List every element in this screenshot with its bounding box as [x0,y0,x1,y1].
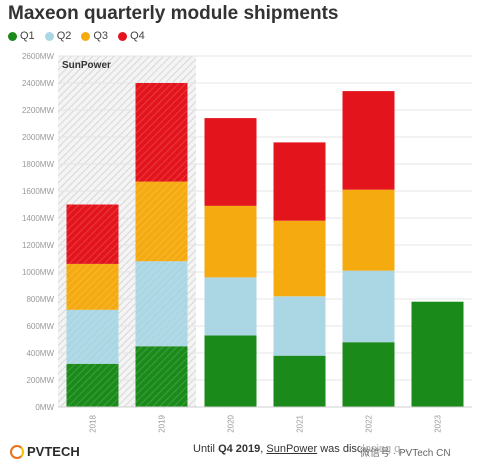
pvtech-logo: PVTECH [10,444,80,459]
footer-note-sep: , [260,443,267,455]
sunpower-region-label: SunPower [62,60,111,71]
bar-hatch-overlay [66,204,119,264]
legend-label: Q1 [20,30,35,42]
x-tick-label: 2022 [365,414,374,432]
bar-hatch-overlay [135,83,188,182]
bar-hatch-overlay [135,261,188,347]
bar-2021-q4 [273,142,326,221]
bar-2021-q3 [273,220,326,297]
bar-2021-q1 [273,355,326,407]
y-tick-label: 1800MW [22,160,54,169]
y-tick-label: 400MW [26,349,54,358]
bar-2022-q4 [342,91,395,190]
wechat-watermark: 微信号 · PVTech CN [360,444,451,459]
bar-2021-q2 [273,296,326,356]
bar-hatch-overlay [135,346,188,407]
bar-2023-q1 [411,301,464,407]
legend-swatch [118,31,128,41]
legend-label: Q2 [56,30,72,42]
legend-swatch [8,31,17,41]
legend-label: Q3 [93,30,109,42]
bar-hatch-overlay [66,363,119,407]
x-tick-label: 2020 [227,414,236,432]
y-tick-label: 1000MW [22,268,54,277]
y-tick-label: 2600MW [22,52,54,61]
pvtech-logo-icon [10,444,24,459]
bar-hatch-overlay [66,309,119,364]
bar-2022-q2 [342,270,395,343]
y-tick-label: 600MW [26,322,54,331]
y-tick-label: 800MW [26,295,54,304]
y-tick-label: 2400MW [22,79,54,88]
y-tick-label: 1200MW [22,241,54,250]
x-tick-label: 2021 [296,414,305,432]
bar-2020-q1 [204,335,257,407]
bar-2022-q3 [342,189,395,271]
y-tick-label: 2000MW [22,133,54,142]
footer-note-prefix: Until [193,443,219,455]
bar-2020-q3 [204,205,257,278]
bar-2022-q1 [342,342,395,407]
bar-2020-q4 [204,118,257,206]
x-tick-label: 2018 [89,414,98,432]
y-tick-label: 1400MW [22,214,54,223]
pvtech-logo-text: PVTECH [27,444,80,459]
bar-hatch-overlay [66,263,119,310]
chart-legend: Q1 Q2 Q3 Q4 [8,30,145,42]
footer-note-company[interactable]: SunPower [266,443,318,455]
y-tick-label: 200MW [26,376,54,385]
x-tick-label: 2019 [158,414,167,432]
x-tick-label: 2023 [434,414,443,432]
chart-title: Maxeon quarterly module shipments [8,3,339,24]
legend-item-q2: Q2 [44,30,72,42]
legend-swatch [81,31,91,41]
y-tick-label: 1600MW [22,187,54,196]
legend-swatch [44,31,54,41]
bar-2020-q2 [204,277,257,336]
y-tick-label: 0MW [35,403,54,412]
legend-item-q3: Q3 [81,30,108,42]
bar-hatch-overlay [135,181,188,262]
legend-label: Q4 [130,30,145,42]
y-tick-label: 2200MW [22,106,54,115]
legend-item-q4: Q4 [118,30,145,42]
footer-note-quarter: Q4 2019 [218,443,261,455]
legend-item-q1: Q1 [8,30,35,42]
